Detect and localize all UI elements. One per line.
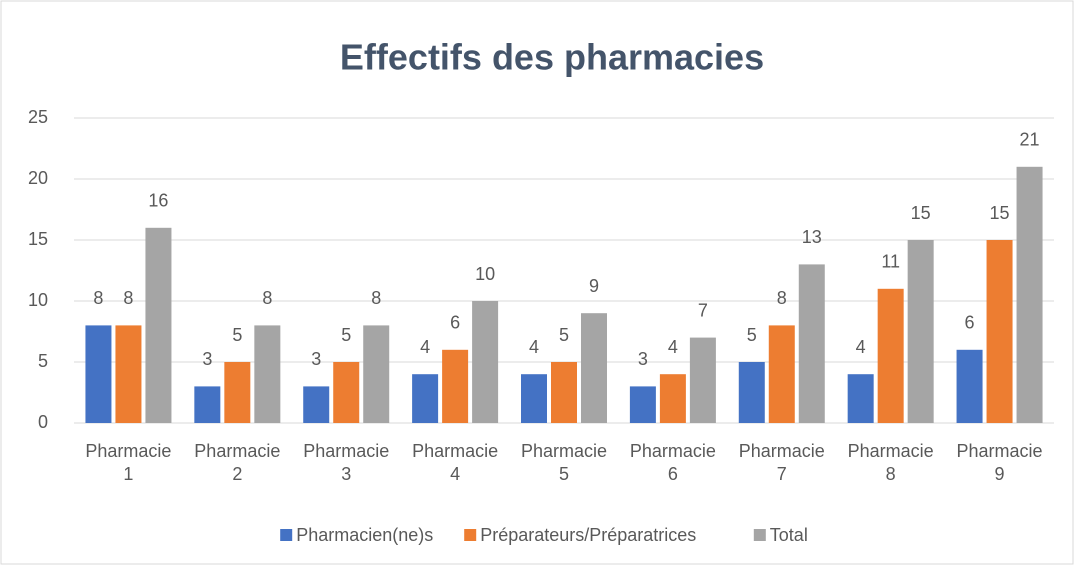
data-label: 5 [559, 325, 569, 345]
y-tick-label: 15 [28, 229, 48, 249]
x-tick-label: Pharmacie 9 [956, 441, 1043, 484]
data-label: 15 [911, 203, 931, 223]
bar [689, 337, 716, 423]
bar [581, 313, 607, 423]
legend-swatch [753, 529, 766, 541]
data-label: 8 [777, 288, 787, 308]
x-tick-label: Pharmacie 2 [194, 441, 281, 484]
legend-label: Total [770, 525, 808, 545]
data-label: 3 [638, 349, 648, 369]
bar [986, 240, 1013, 423]
legend-label: Pharmacien(ne)s [296, 525, 433, 545]
bar [907, 240, 934, 423]
bar [303, 386, 330, 423]
data-label: 8 [123, 288, 133, 308]
data-label: 3 [202, 349, 212, 369]
bar [521, 374, 547, 423]
bar [85, 325, 112, 423]
data-label: 7 [698, 300, 708, 320]
bar [798, 264, 825, 423]
bar [877, 288, 904, 423]
y-tick-label: 5 [38, 351, 48, 371]
chart-title: Effectifs des pharmacies [340, 37, 764, 78]
data-label: 5 [232, 325, 242, 345]
data-label: 8 [371, 288, 381, 308]
bar [442, 349, 469, 423]
bar [412, 374, 439, 423]
data-label: 4 [856, 337, 866, 357]
legend-label: Préparateurs/Préparatrices [480, 525, 696, 545]
data-label: 5 [747, 325, 757, 345]
y-tick-label: 25 [28, 107, 48, 127]
data-label: 16 [148, 191, 168, 211]
bar [254, 325, 281, 423]
data-label: 15 [990, 203, 1010, 223]
bar [847, 374, 874, 423]
bar [194, 386, 221, 423]
bar [629, 386, 656, 423]
y-tick-label: 10 [28, 290, 48, 310]
y-tick-label: 0 [38, 412, 48, 432]
data-label: 9 [589, 276, 599, 296]
data-label: 21 [1020, 130, 1040, 150]
bar [333, 362, 360, 423]
data-label: 4 [529, 337, 539, 357]
x-tick-label: Pharmacie 1 [85, 441, 172, 484]
data-label: 10 [475, 264, 495, 284]
data-label: 6 [450, 313, 460, 333]
data-label: 8 [262, 288, 272, 308]
data-label: 4 [420, 337, 430, 357]
data-label: 3 [311, 349, 321, 369]
x-tick-label: Pharmacie 3 [303, 441, 390, 484]
bar [145, 227, 172, 423]
bar [224, 362, 251, 423]
x-tick-label: Pharmacie 5 [520, 441, 608, 484]
legend-swatch [464, 529, 477, 541]
legend-swatch [280, 529, 293, 541]
x-tick-label: Pharmacie 7 [738, 441, 825, 484]
bar [115, 325, 142, 423]
data-label: 13 [802, 227, 822, 247]
data-label: 4 [668, 337, 678, 357]
x-tick-label: Pharmacie 6 [629, 441, 716, 484]
data-label: 5 [341, 325, 351, 345]
bar [551, 362, 577, 423]
y-tick-label: 20 [28, 168, 48, 188]
data-label: 8 [93, 288, 103, 308]
bar [956, 349, 983, 423]
bar [363, 325, 390, 423]
bar [738, 362, 765, 423]
data-label: 11 [881, 252, 900, 272]
data-label: 6 [965, 313, 975, 333]
bar [472, 301, 499, 423]
bar [1016, 166, 1043, 424]
x-tick-label: Pharmacie 8 [847, 441, 934, 484]
x-tick-label: Pharmacie 4 [412, 441, 499, 484]
bar [659, 374, 686, 423]
bar [768, 325, 795, 423]
